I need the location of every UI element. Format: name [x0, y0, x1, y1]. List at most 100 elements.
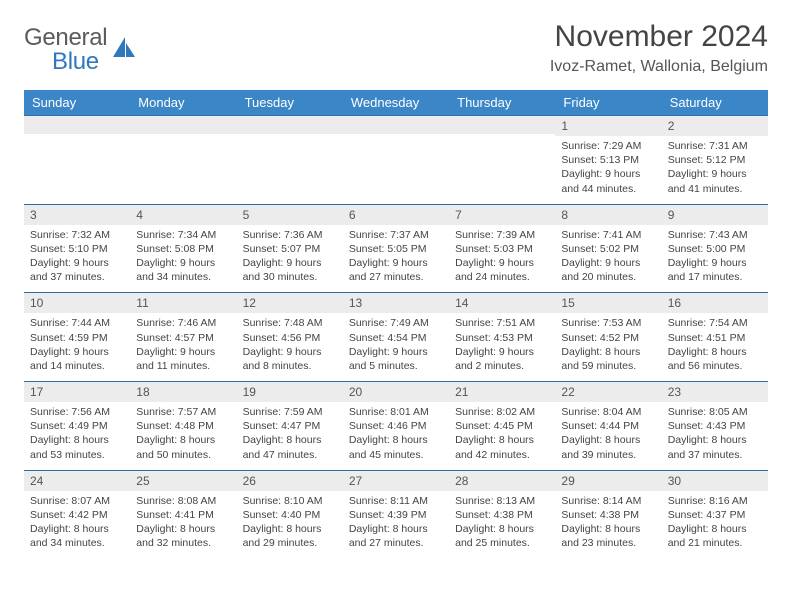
day-info-line: Sunrise: 7:51 AM: [455, 316, 549, 330]
day-number: [343, 116, 449, 134]
day-info-line: Sunrise: 7:37 AM: [349, 228, 443, 242]
calendar-week-row: 3 Sunrise: 7:32 AMSunset: 5:10 PM Daylight…: [24, 204, 768, 293]
day-info-line: Daylight: 9 hours: [30, 345, 124, 359]
day-info-line: Sunrise: 7:36 AM: [243, 228, 337, 242]
day-info-line: and 20 minutes.: [561, 270, 655, 284]
day-info-line: Daylight: 9 hours: [349, 345, 443, 359]
day-info-line: Sunrise: 8:14 AM: [561, 494, 655, 508]
day-content: Sunrise: 7:53 AMSunset: 4:52 PMDaylight:…: [555, 313, 661, 381]
day-info-line: Sunset: 5:10 PM: [30, 242, 124, 256]
day-info-line: Sunrise: 8:04 AM: [561, 405, 655, 419]
day-number: 16: [662, 293, 768, 313]
day-content: Sunrise: 8:08 AMSunset: 4:41 PMDaylight:…: [130, 491, 236, 559]
calendar-day-cell: 20Sunrise: 8:01 AMSunset: 4:46 PMDayligh…: [343, 382, 449, 471]
day-info-line: Sunset: 5:12 PM: [668, 153, 762, 167]
day-number: 3: [24, 205, 130, 225]
day-info-line: Daylight: 9 hours: [136, 256, 230, 270]
day-content: Sunrise: 7:57 AMSunset: 4:48 PMDaylight:…: [130, 402, 236, 470]
calendar-day-cell: [24, 116, 130, 205]
calendar-day-cell: 2Sunrise: 7:31 AMSunset: 5:12 PMDaylight…: [662, 116, 768, 205]
day-info-line: Daylight: 8 hours: [243, 433, 337, 447]
location-text: Ivoz-Ramet, Wallonia, Belgium: [550, 58, 768, 76]
day-content: Sunrise: 7:59 AMSunset: 4:47 PMDaylight:…: [237, 402, 343, 470]
day-number: 2: [662, 116, 768, 136]
calendar-day-cell: 29Sunrise: 8:14 AMSunset: 4:38 PMDayligh…: [555, 470, 661, 558]
day-info-line: Sunrise: 8:10 AM: [243, 494, 337, 508]
day-number: 7: [449, 205, 555, 225]
day-number: 26: [237, 471, 343, 491]
day-info-line: Sunset: 4:56 PM: [243, 331, 337, 345]
day-info-line: Sunset: 4:52 PM: [561, 331, 655, 345]
day-content: Sunrise: 7:41 AMSunset: 5:02 PMDaylight:…: [555, 225, 661, 293]
day-info-line: Sunrise: 7:59 AM: [243, 405, 337, 419]
day-content: Sunrise: 7:39 AMSunset: 5:03 PMDaylight:…: [449, 225, 555, 293]
day-info-line: Daylight: 8 hours: [561, 522, 655, 536]
day-info-line: and 2 minutes.: [455, 359, 549, 373]
day-info-line: Daylight: 8 hours: [455, 522, 549, 536]
day-content: Sunrise: 7:49 AMSunset: 4:54 PMDaylight:…: [343, 313, 449, 381]
day-info-line: Sunset: 4:53 PM: [455, 331, 549, 345]
day-number: [24, 116, 130, 134]
calendar-day-cell: 18Sunrise: 7:57 AMSunset: 4:48 PMDayligh…: [130, 382, 236, 471]
day-info-line: Sunrise: 7:29 AM: [561, 139, 655, 153]
day-info-line: and 34 minutes.: [30, 536, 124, 550]
calendar-day-cell: 19Sunrise: 7:59 AMSunset: 4:47 PMDayligh…: [237, 382, 343, 471]
day-content: Sunrise: 8:13 AMSunset: 4:38 PMDaylight:…: [449, 491, 555, 559]
day-info-line: and 14 minutes.: [30, 359, 124, 373]
day-info-line: Sunset: 4:46 PM: [349, 419, 443, 433]
day-number: 6: [343, 205, 449, 225]
calendar-day-cell: 1Sunrise: 7:29 AMSunset: 5:13 PMDaylight…: [555, 116, 661, 205]
day-info-line: and 30 minutes.: [243, 270, 337, 284]
logo: General Blue: [24, 26, 137, 74]
calendar-day-cell: 13Sunrise: 7:49 AMSunset: 4:54 PMDayligh…: [343, 293, 449, 382]
calendar-day-cell: 24Sunrise: 8:07 AMSunset: 4:42 PMDayligh…: [24, 470, 130, 558]
day-info-line: and 5 minutes.: [349, 359, 443, 373]
day-info-line: Sunset: 4:37 PM: [668, 508, 762, 522]
weekday-header: Friday: [555, 90, 661, 116]
day-info-line: Sunrise: 8:16 AM: [668, 494, 762, 508]
day-info-line: Sunset: 4:48 PM: [136, 419, 230, 433]
day-info-line: Sunrise: 7:32 AM: [30, 228, 124, 242]
day-info-line: and 17 minutes.: [668, 270, 762, 284]
day-info-line: Sunset: 4:49 PM: [30, 419, 124, 433]
day-number: 28: [449, 471, 555, 491]
day-number: 14: [449, 293, 555, 313]
calendar-header-row: SundayMondayTuesdayWednesdayThursdayFrid…: [24, 90, 768, 116]
weekday-header: Monday: [130, 90, 236, 116]
day-info-line: Sunset: 5:08 PM: [136, 242, 230, 256]
calendar-day-cell: 27Sunrise: 8:11 AMSunset: 4:39 PMDayligh…: [343, 470, 449, 558]
day-info-line: Sunset: 4:59 PM: [30, 331, 124, 345]
day-content: Sunrise: 7:54 AMSunset: 4:51 PMDaylight:…: [662, 313, 768, 381]
day-content: Sunrise: 7:36 AMSunset: 5:07 PMDaylight:…: [237, 225, 343, 293]
day-number: 25: [130, 471, 236, 491]
day-info-line: and 27 minutes.: [349, 270, 443, 284]
day-content: [343, 134, 449, 192]
calendar-day-cell: 16Sunrise: 7:54 AMSunset: 4:51 PMDayligh…: [662, 293, 768, 382]
day-info-line: Sunset: 5:03 PM: [455, 242, 549, 256]
calendar-day-cell: [343, 116, 449, 205]
day-number: 22: [555, 382, 661, 402]
day-number: 8: [555, 205, 661, 225]
day-number: 24: [24, 471, 130, 491]
day-content: Sunrise: 8:05 AMSunset: 4:43 PMDaylight:…: [662, 402, 768, 470]
day-info-line: Sunrise: 7:31 AM: [668, 139, 762, 153]
day-content: Sunrise: 8:14 AMSunset: 4:38 PMDaylight:…: [555, 491, 661, 559]
day-info-line: Daylight: 9 hours: [561, 256, 655, 270]
day-info-line: Daylight: 9 hours: [561, 167, 655, 181]
logo-text-2: Blue: [52, 48, 99, 75]
calendar-day-cell: 14Sunrise: 7:51 AMSunset: 4:53 PMDayligh…: [449, 293, 555, 382]
day-info-line: Sunset: 4:47 PM: [243, 419, 337, 433]
day-number: 30: [662, 471, 768, 491]
day-info-line: Sunrise: 7:41 AM: [561, 228, 655, 242]
calendar-day-cell: 23Sunrise: 8:05 AMSunset: 4:43 PMDayligh…: [662, 382, 768, 471]
calendar-day-cell: 3Sunrise: 7:32 AMSunset: 5:10 PMDaylight…: [24, 204, 130, 293]
day-info-line: Daylight: 9 hours: [243, 345, 337, 359]
day-number: 5: [237, 205, 343, 225]
day-info-line: and 56 minutes.: [668, 359, 762, 373]
day-info-line: and 11 minutes.: [136, 359, 230, 373]
day-info-line: Sunset: 4:40 PM: [243, 508, 337, 522]
day-info-line: and 44 minutes.: [561, 182, 655, 196]
day-info-line: Daylight: 8 hours: [349, 433, 443, 447]
day-info-line: Daylight: 8 hours: [668, 345, 762, 359]
day-info-line: Sunrise: 8:07 AM: [30, 494, 124, 508]
